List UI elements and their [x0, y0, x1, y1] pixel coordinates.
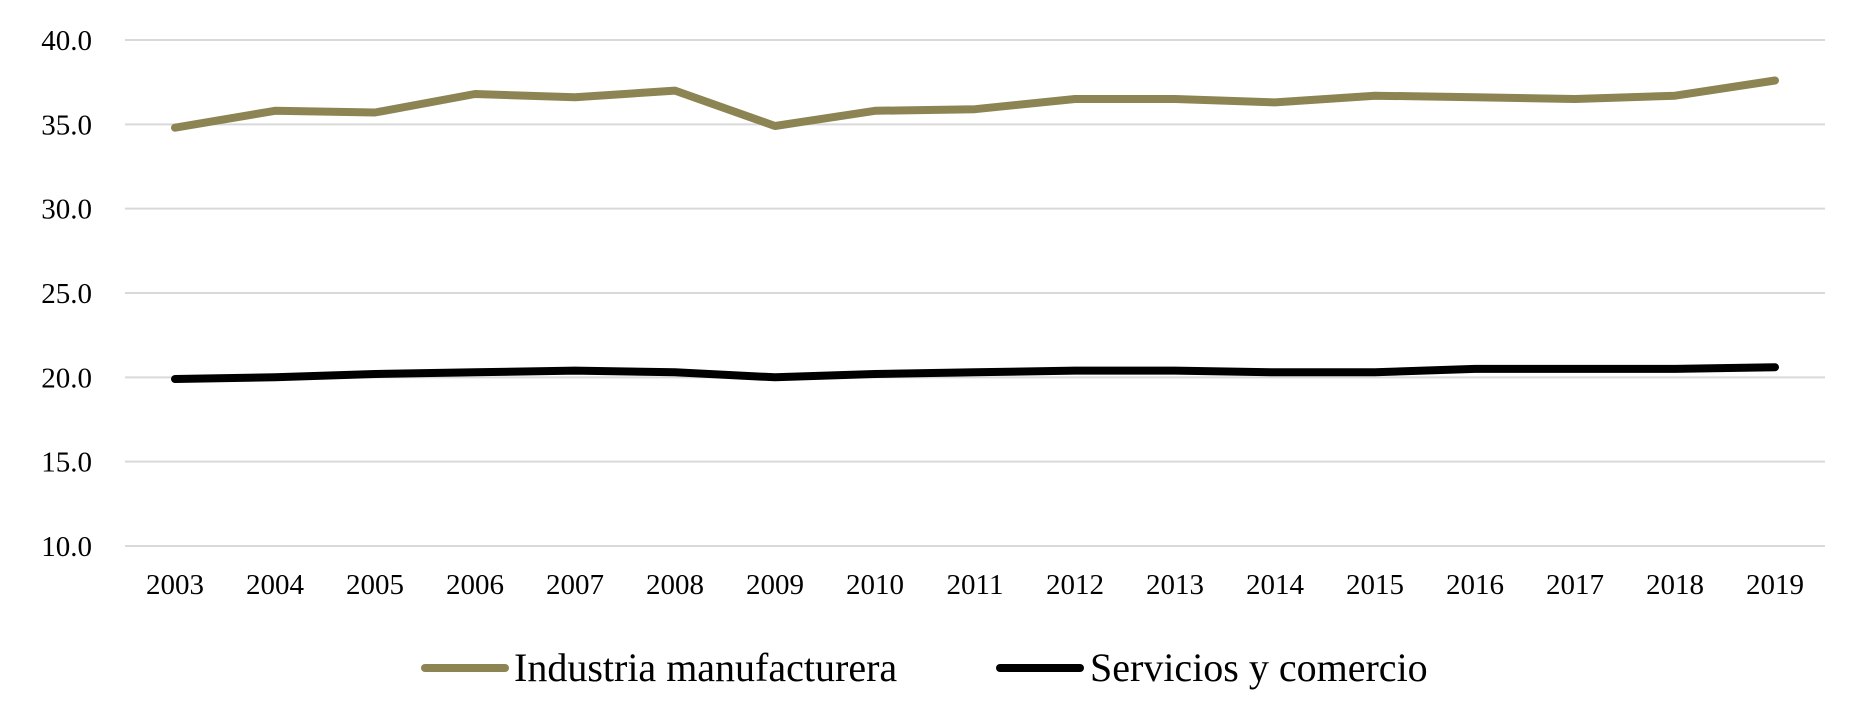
- x-tick-label: 2016: [1446, 569, 1504, 601]
- legend-label: Servicios y comercio: [1090, 645, 1428, 690]
- series-line-1: [171, 76, 1779, 132]
- y-tick-label: 40.0: [41, 25, 92, 57]
- y-tick-label: 15.0: [41, 447, 92, 479]
- x-tick-label: 2014: [1246, 569, 1305, 601]
- x-tick-label: 2017: [1546, 569, 1604, 601]
- x-tick-label: 2008: [646, 569, 704, 601]
- x-tick-label: 2011: [947, 569, 1004, 601]
- x-tick-label: 2007: [546, 569, 604, 601]
- x-tick-label: 2006: [446, 569, 504, 601]
- legend-item: Servicios y comercio: [996, 645, 1428, 690]
- x-tick-label: 2003: [146, 569, 204, 601]
- legend-item: Industria manufacturera: [421, 645, 897, 690]
- x-tick-label: 2019: [1746, 569, 1804, 601]
- x-tick-label: 2005: [346, 569, 404, 601]
- y-tick-label: 30.0: [41, 194, 92, 226]
- y-tick-label: 35.0: [41, 109, 92, 141]
- x-tick-label: 2013: [1146, 569, 1204, 601]
- series-lines: [171, 76, 1779, 383]
- x-tick-label: 2012: [1046, 569, 1104, 601]
- x-tick-label: 2018: [1646, 569, 1704, 601]
- y-tick-label: 25.0: [41, 278, 92, 310]
- legend: Industria manufacturera Servicios y comer…: [421, 645, 1428, 690]
- y-axis-ticks: 10.0 15.0 20.0 25.0 30.0 35.0 40.0: [41, 25, 92, 563]
- x-tick-label: 2009: [746, 569, 804, 601]
- gridlines: [125, 39, 1825, 547]
- y-tick-label: 20.0: [41, 362, 92, 394]
- x-tick-label: 2010: [846, 569, 904, 601]
- x-tick-label: 2004: [246, 569, 305, 601]
- x-axis-ticks: 2003 2004 2005 2006 2007 2008 2009 2010 2011 2012…: [146, 569, 1804, 601]
- y-tick-label: 10.0: [41, 531, 92, 563]
- legend-label: Industria manufacturera: [514, 645, 897, 690]
- x-tick-label: 2015: [1346, 569, 1404, 601]
